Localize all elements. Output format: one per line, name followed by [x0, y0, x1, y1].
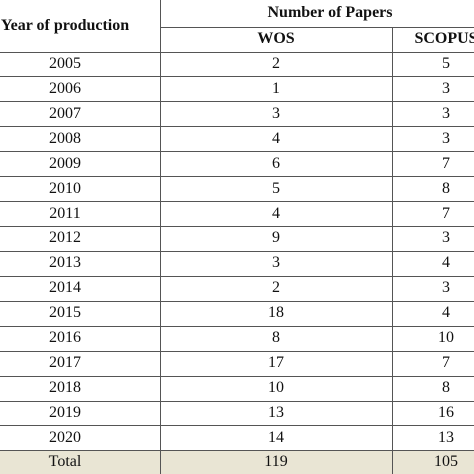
year-cell: 2018: [49, 379, 81, 397]
count-cell: 3: [442, 279, 450, 297]
count-cell: 3: [442, 229, 450, 247]
row-rule: [0, 226, 474, 227]
count-cell: 3: [442, 79, 450, 97]
row-rule: [0, 126, 474, 128]
year-cell: 2008: [49, 129, 81, 147]
count-cell: 8: [442, 379, 450, 397]
year-cell: 2019: [49, 403, 81, 421]
count-cell: 13: [438, 428, 454, 446]
count-cell: 4: [272, 204, 280, 222]
row-rule: [0, 76, 474, 78]
year-cell: 2007: [49, 104, 81, 122]
header-rule: [160, 27, 474, 28]
count-cell: 8: [442, 179, 450, 197]
group-header: Number of Papers: [267, 4, 393, 21]
year-cell: 2014: [49, 279, 81, 297]
year-cell: 2010: [49, 179, 81, 197]
total-value: 105: [434, 453, 458, 471]
year-cell: 2012: [49, 229, 81, 247]
count-cell: 5: [442, 54, 450, 72]
count-cell: 10: [438, 329, 454, 347]
count-cell: 8: [272, 329, 280, 347]
year-cell: 2017: [49, 354, 81, 372]
row-rule: [0, 101, 474, 103]
count-cell: 18: [268, 304, 284, 322]
count-cell: 9: [272, 229, 280, 247]
year-cell: 2020: [49, 428, 81, 446]
count-cell: 3: [442, 104, 450, 122]
count-cell: 3: [442, 129, 450, 147]
total-row-background: [0, 450, 474, 474]
year-cell: 2011: [49, 204, 81, 222]
year-cell: 2009: [49, 154, 81, 172]
row-rule: [0, 325, 474, 327]
year-cell: 2015: [49, 304, 81, 322]
total-value: 119: [264, 453, 288, 471]
row-rule: [0, 300, 474, 302]
row-rule: [0, 375, 474, 377]
count-cell: 6: [272, 154, 280, 172]
year-header: Year of production: [0, 16, 130, 34]
count-cell: 14: [268, 428, 284, 446]
column-rule: [392, 27, 393, 474]
row-rule: [0, 450, 474, 452]
count-cell: 10: [268, 379, 284, 397]
count-cell: 7: [442, 204, 450, 222]
count-cell: 4: [272, 129, 280, 147]
row-rule: [0, 275, 474, 277]
count-cell: 4: [442, 254, 450, 272]
row-rule: [0, 350, 474, 352]
row-rule: [0, 250, 474, 252]
total-label: Total: [48, 453, 82, 471]
count-cell: 2: [272, 279, 280, 297]
row-rule: [0, 400, 474, 402]
row-rule: [0, 425, 474, 427]
count-cell: 7: [442, 354, 450, 372]
count-cell: 7: [442, 154, 450, 172]
count-cell: 16: [438, 403, 454, 421]
row-rule: [0, 176, 474, 178]
row-rule: [0, 151, 474, 153]
header-rule: [0, 51, 474, 53]
year-cell: 2006: [49, 79, 81, 97]
count-cell: 13: [268, 403, 284, 421]
count-cell: 3: [272, 254, 280, 272]
count-cell: 17: [268, 354, 284, 372]
count-cell: 1: [272, 79, 280, 97]
year-cell: 2016: [49, 329, 81, 347]
count-cell: 4: [442, 304, 450, 322]
column-header: SCOPUS: [414, 30, 474, 48]
row-rule: [0, 201, 474, 203]
count-cell: 5: [272, 179, 280, 197]
year-cell: 2013: [49, 254, 81, 272]
year-cell: 2005: [49, 54, 81, 72]
count-cell: 2: [272, 54, 280, 72]
column-header: WOS: [257, 30, 295, 48]
column-rule: [160, 0, 161, 474]
count-cell: 3: [272, 104, 280, 122]
